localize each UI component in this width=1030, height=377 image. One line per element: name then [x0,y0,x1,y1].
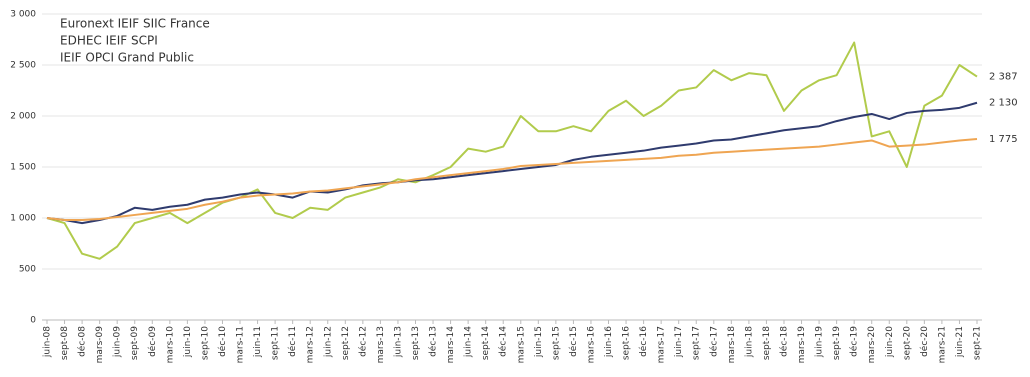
series-line [46,101,978,225]
x-tick-label: mars-18 [727,326,737,364]
x-tick-label: mars-09 [95,326,105,364]
x-tick-label: déc-17 [708,326,719,357]
x-tick-label: juin-08 [43,326,53,358]
x-tick-label: sept-20 [902,326,912,360]
x-tick-label: mars-12 [306,326,316,363]
x-tick-label: juin-09 [113,326,123,358]
x-tick-label: déc-15 [568,326,579,357]
x-tick-label: déc-10 [217,326,228,357]
x-tick-label: mars-14 [446,326,456,364]
x-tick-label: juin-17 [674,326,684,358]
x-tick-label: déc-16 [638,326,649,357]
x-tick-label: sept-17 [692,326,702,360]
legend-entry: IEIF OPCI Grand Public [60,51,194,65]
x-tick-label: sept-15 [551,326,561,360]
x-tick-label: sept-21 [973,326,983,360]
end-label: 1 775 [989,134,1018,145]
x-tick-label: déc-12 [357,326,368,357]
x-tick-label: sept-16 [622,326,632,360]
x-tick-label: juin-14 [464,326,474,358]
x-tick-label: déc-11 [287,326,298,357]
x-tick-label: mars-19 [797,326,807,364]
legend-entry: Euronext IEIF SIIC France [60,17,210,31]
y-tick-label: 2 000 [10,112,36,122]
x-tick-label: sept-12 [341,326,351,360]
x-tick-label: juin-11 [253,326,263,358]
x-tick-label: sept-08 [60,326,70,360]
x-tick-label: déc-18 [778,326,789,357]
x-tick-label: sept-11 [271,326,281,360]
x-tick-label: mars-17 [657,326,667,363]
y-tick-label: 1 000 [10,214,36,224]
x-tick-label: sept-09 [130,326,140,360]
x-tick-label: mars-13 [376,326,386,363]
x-tick-label: mars-10 [165,326,175,364]
x-tick-label: mars-21 [937,326,947,363]
series-line [46,41,978,260]
x-tick-label: mars-16 [586,326,596,364]
x-tick-label: mars-15 [516,326,526,363]
x-tick-label: déc-20 [919,326,930,357]
x-tick-label: sept-19 [832,326,842,360]
y-tick-label: 1 500 [10,163,36,173]
x-tick-label: juin-20 [885,326,895,358]
x-tick-label: déc-13 [428,326,439,357]
x-tick-label: juin-21 [955,326,965,358]
x-tick-label: mars-11 [236,326,246,363]
x-tick-label: sept-13 [411,326,421,360]
x-tick-label: sept-10 [200,326,210,360]
y-tick-label: 0 [30,316,36,326]
x-tick-label: sept-18 [762,326,772,360]
x-tick-label: déc-19 [849,326,860,357]
x-tick-label: juin-18 [744,326,754,358]
y-tick-label: 2 500 [10,61,36,71]
series-line [46,137,978,222]
x-tick-label: juin-15 [534,326,544,358]
x-tick-label: juin-19 [815,326,825,358]
x-tick-label: juin-16 [604,326,614,358]
x-tick-label: sept-14 [481,326,491,360]
x-tick-label: juin-12 [323,326,333,358]
x-tick-label: déc-08 [77,326,88,357]
x-tick-label: mars-20 [867,326,877,364]
end-label: 2 387 [989,72,1018,83]
x-tick-label: déc-09 [147,326,158,357]
x-tick-label: juin-13 [393,326,403,358]
end-label: 2 130 [989,98,1018,109]
y-tick-label: 500 [19,265,36,275]
x-tick-label: déc-14 [498,326,509,357]
x-tick-label: juin-10 [183,326,193,358]
legend-entry: EDHEC IEIF SCPI [60,34,158,48]
y-tick-label: 3 000 [10,10,36,20]
